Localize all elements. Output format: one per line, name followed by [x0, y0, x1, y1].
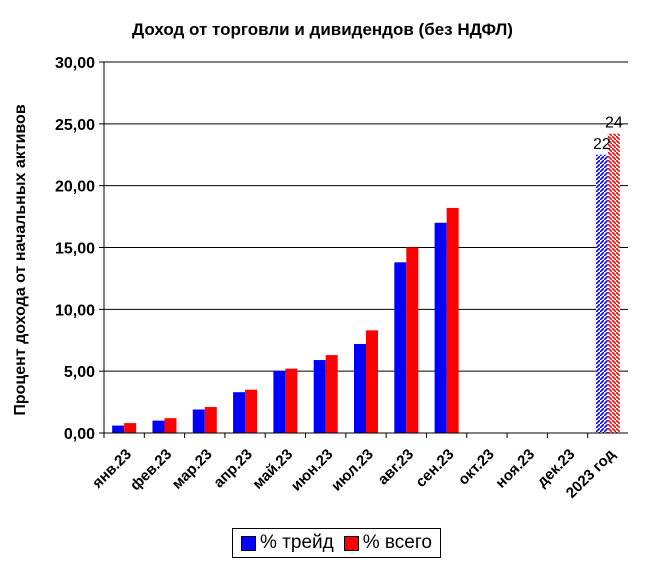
- legend-item-total: % всего: [343, 532, 432, 554]
- bar-total: [285, 368, 298, 433]
- gridlines: [104, 61, 628, 372]
- bar-trade: [394, 262, 407, 433]
- bar-total: [325, 355, 338, 433]
- y-tick-label: 25,00: [55, 117, 95, 134]
- x-tick-label: мар.23: [169, 446, 216, 493]
- legend: % трейд % всего: [232, 528, 441, 558]
- legend-swatch-trade: [241, 535, 256, 551]
- x-tick-label: фев.23: [127, 446, 175, 494]
- bar-trade: [233, 392, 246, 433]
- bar-total: [406, 247, 419, 433]
- bar-trade: [434, 222, 447, 433]
- x-tick-label: янв.23: [89, 446, 135, 492]
- legend-label-total: % всего: [362, 532, 432, 553]
- bar-trade: [595, 154, 608, 433]
- data-label: 22: [593, 136, 611, 153]
- y-tick-label: 20,00: [55, 179, 95, 196]
- x-tick-label: июл.23: [328, 446, 377, 495]
- bar-total: [607, 133, 620, 433]
- bar-trade: [354, 343, 366, 433]
- x-tick-label: апр.23: [210, 446, 256, 492]
- bar-total: [366, 330, 378, 433]
- tick-labels: 0,00 5,00 10,00 15,00 20,00 25,00 30,00 янв.23ф…: [55, 55, 623, 502]
- bar-total: [164, 418, 177, 433]
- bar-total: [124, 423, 137, 433]
- y-tick-label: 30,00: [55, 55, 95, 72]
- axes: [99, 61, 628, 438]
- y-tick-label: 5,00: [64, 364, 95, 381]
- x-tick-label: сен.23: [412, 446, 457, 491]
- y-tick-label: 15,00: [55, 241, 95, 258]
- x-tick-label: авг.23: [375, 446, 418, 489]
- legend-item-trade: % трейд: [241, 532, 334, 554]
- legend-label-trade: % трейд: [260, 532, 334, 553]
- chart-title: Доход от торговли и дивидендов (без НДФЛ…: [132, 20, 513, 39]
- x-tick-label: май.23: [249, 446, 296, 493]
- bar-trade: [152, 420, 165, 433]
- x-tick-label: окт.23: [455, 446, 498, 489]
- y-tick-label: 10,00: [55, 302, 95, 319]
- data-label: 24: [605, 115, 623, 132]
- legend-swatch-total: [343, 535, 359, 551]
- y-axis-label: Процент дохода от начальных активов: [12, 104, 29, 415]
- bar-total: [245, 389, 258, 433]
- bar-trade: [313, 360, 326, 433]
- bar-trade: [192, 409, 205, 433]
- bar-total: [446, 207, 459, 433]
- x-tick-label: июн.23: [288, 446, 337, 495]
- bar-trade: [273, 371, 286, 433]
- bar-total: [204, 407, 217, 433]
- y-tick-label: 0,00: [64, 426, 95, 443]
- bars: [112, 133, 620, 433]
- bar-trade: [112, 425, 125, 433]
- x-tick-label: ноя.23: [492, 446, 538, 492]
